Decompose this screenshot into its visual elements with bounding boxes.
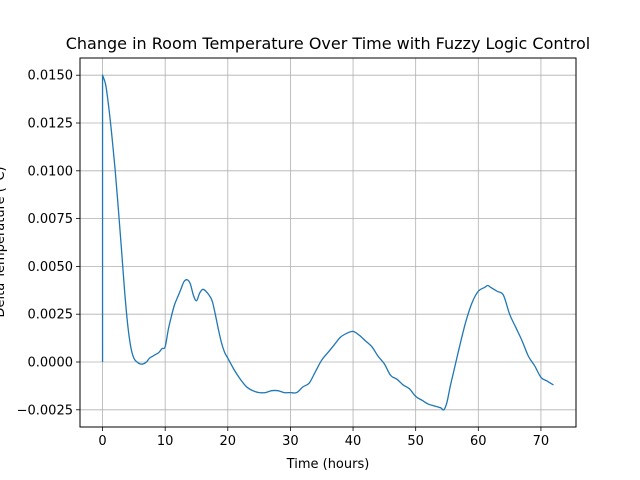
x-tick-label: 70: [533, 434, 550, 449]
x-tick-label: 50: [407, 434, 424, 449]
y-tick-label: 0.0075: [28, 212, 74, 227]
x-tick-label: 30: [282, 434, 299, 449]
x-tick-label: 0: [98, 434, 106, 449]
grid: [80, 58, 576, 427]
y-axis-title: Delta Temperature (°C): [0, 166, 8, 317]
y-tick-label: 0.0125: [28, 117, 74, 132]
y-tick-label: 0.0050: [28, 260, 74, 275]
y-tick-label: 0.0000: [28, 355, 74, 370]
plot-frame: [79, 57, 577, 428]
y-tick-label: 0.0100: [28, 164, 74, 179]
series-line-0: [101, 74, 554, 411]
x-tick-label: 10: [157, 434, 174, 449]
series-layer: [101, 74, 554, 411]
y-tick-label: 0.0150: [28, 69, 74, 84]
ticks: 0 10 20 30 40 50 60 70 −0.0025 0.0000 0.0025 0.0050…: [17, 69, 550, 449]
y-tick-label: −0.0025: [17, 403, 73, 418]
x-tick-label: 40: [345, 434, 362, 449]
x-axis-title: Time (hours): [286, 457, 370, 472]
x-tick-label: 60: [470, 434, 487, 449]
y-tick-label: 0.0025: [28, 308, 74, 323]
chart-title: Change in Room Temperature Over Time wit…: [66, 34, 591, 53]
x-tick-label: 20: [220, 434, 237, 449]
